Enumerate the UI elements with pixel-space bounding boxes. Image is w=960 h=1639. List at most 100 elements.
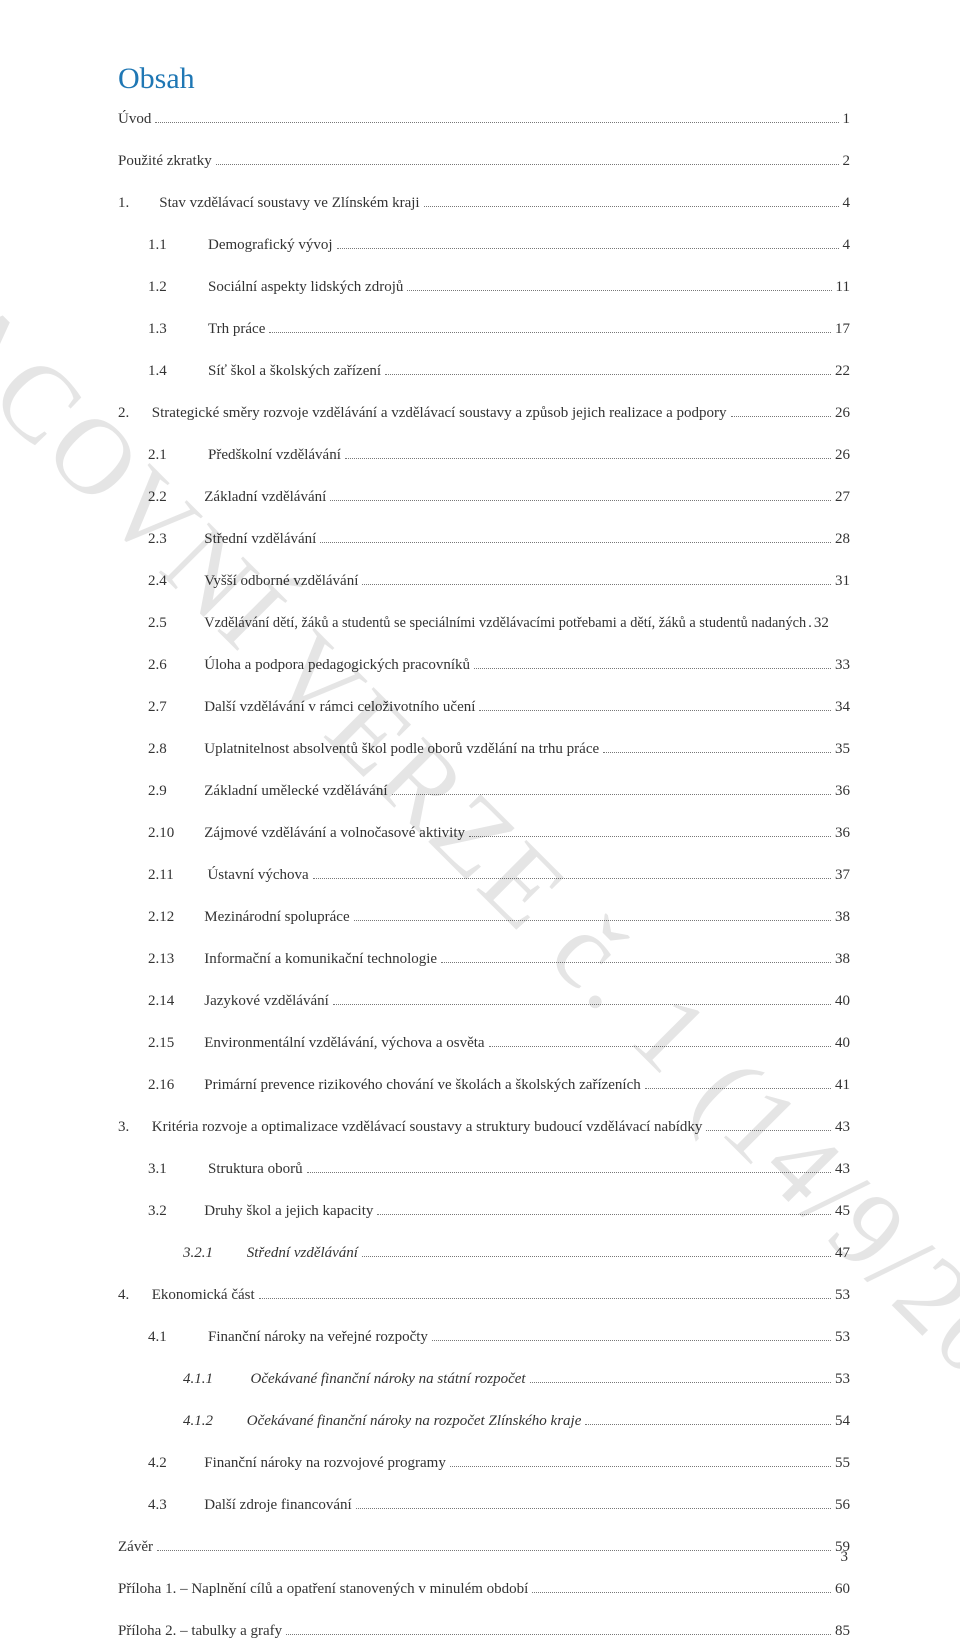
toc-entry[interactable]: 2.11 Ústavní výchova37 <box>148 868 850 883</box>
toc-label: Struktura oborů <box>208 1162 303 1177</box>
toc-label: Střední vzdělávání <box>204 532 316 547</box>
toc-entry[interactable]: 3.1 Struktura oborů43 <box>148 1162 850 1177</box>
toc-entry[interactable]: 1.2 Sociální aspekty lidských zdrojů11 <box>148 280 850 295</box>
toc-number: 2.6 <box>148 658 204 673</box>
toc-number: 2.4 <box>148 574 204 589</box>
toc-number: 2.8 <box>148 742 204 757</box>
toc-entry[interactable]: 2.16 Primární prevence rizikového chován… <box>148 1078 850 1093</box>
leader-dots <box>385 364 831 375</box>
toc-entry[interactable]: 4.2 Finanční nároky na rozvojové program… <box>148 1456 850 1471</box>
toc-number: 4. <box>118 1288 152 1303</box>
toc-label: Příloha 1. – Naplnění cílů a opatření st… <box>118 1582 528 1597</box>
toc-entry[interactable]: 3. Kritéria rozvoje a optimalizace vzděl… <box>118 1120 850 1135</box>
toc-entry[interactable]: Použité zkratky2 <box>118 154 850 169</box>
leader-dots <box>320 532 831 543</box>
toc-entry[interactable]: 2.9 Základní umělecké vzdělávání36 <box>148 784 850 799</box>
toc-label: Základní vzdělávání <box>204 490 326 505</box>
toc-page-number: 45 <box>835 1204 850 1219</box>
toc-label: Síť škol a školských zařízení <box>208 364 381 379</box>
toc-page-number: 38 <box>835 952 850 967</box>
leader-dots <box>706 1120 831 1131</box>
toc-label: Sociální aspekty lidských zdrojů <box>208 280 403 295</box>
toc-entry[interactable]: 2.8 Uplatnitelnost absolventů škol podle… <box>148 742 850 757</box>
toc-label: Finanční nároky na veřejné rozpočty <box>208 1330 428 1345</box>
leader-dots: . <box>808 616 812 631</box>
toc-entry[interactable]: 4.1.2 Očekávané finanční nároky na rozpo… <box>183 1414 850 1429</box>
toc-entry[interactable]: 2.1 Předškolní vzdělávání26 <box>148 448 850 463</box>
page-container: PRACOVNÍ VERZE č. 1 (14/9/2015) Obsah Úv… <box>0 0 960 1624</box>
toc-label: Informační a komunikační technologie <box>204 952 437 967</box>
toc-page-number: 43 <box>835 1120 850 1135</box>
leader-dots <box>259 1288 831 1299</box>
toc-label: Jazykové vzdělávání <box>204 994 329 1009</box>
toc-label: Střední vzdělávání <box>247 1246 358 1261</box>
toc-page-number: 33 <box>835 658 850 673</box>
toc-entry[interactable]: 2.6 Úloha a podpora pedagogických pracov… <box>148 658 850 673</box>
toc-number: 4.2 <box>148 1456 204 1471</box>
toc-entry[interactable]: 3.2 Druhy škol a jejich kapacity45 <box>148 1204 850 1219</box>
toc-entry[interactable]: 2.7 Další vzdělávání v rámci celoživotní… <box>148 700 850 715</box>
toc-entry[interactable]: Úvod1 <box>118 112 850 127</box>
toc-page-number: 22 <box>835 364 850 379</box>
toc-entry[interactable]: 2.3 Střední vzdělávání28 <box>148 532 850 547</box>
toc-entry[interactable]: 2.5 Vzdělávání dětí, žáků a studentů se … <box>148 616 850 631</box>
toc-page-number: 55 <box>835 1456 850 1471</box>
toc-entry[interactable]: Příloha 2. – tabulky a grafy85 <box>118 1624 850 1639</box>
toc-entry[interactable]: 1.3 Trh práce17 <box>148 322 850 337</box>
leader-dots <box>356 1498 831 1509</box>
leader-dots <box>362 574 831 585</box>
toc-entry[interactable]: 2.12 Mezinárodní spolupráce38 <box>148 910 850 925</box>
toc-entry[interactable]: 3.2.1 Střední vzdělávání47 <box>183 1246 850 1261</box>
toc-number: 2.10 <box>148 826 204 841</box>
toc-page-number: 40 <box>835 1036 850 1051</box>
toc-page-number: 36 <box>835 826 850 841</box>
leader-dots <box>337 238 839 249</box>
leader-dots <box>269 322 831 333</box>
toc-entry[interactable]: 4.3 Další zdroje financování56 <box>148 1498 850 1513</box>
toc-label: Stav vzdělávací soustavy ve Zlínském kra… <box>159 196 419 211</box>
toc-number: 4.1 <box>148 1330 208 1345</box>
toc-label: Demografický vývoj <box>208 238 333 253</box>
toc-entry[interactable]: 2.13 Informační a komunikační technologi… <box>148 952 850 967</box>
toc-entry[interactable]: 1.1 Demografický vývoj4 <box>148 238 850 253</box>
toc-label: Očekávané finanční nároky na státní rozp… <box>251 1372 526 1387</box>
toc-entry[interactable]: 4. Ekonomická část53 <box>118 1288 850 1303</box>
toc-page-number: 85 <box>835 1624 850 1639</box>
leader-dots <box>450 1456 831 1467</box>
toc-label: Environmentální vzdělávání, výchova a os… <box>204 1036 484 1051</box>
leader-dots <box>330 490 831 501</box>
toc-page-number: 4 <box>843 196 851 211</box>
toc-entry[interactable]: 2.2 Základní vzdělávání27 <box>148 490 850 505</box>
toc-entry[interactable]: 1. Stav vzdělávací soustavy ve Zlínském … <box>118 196 850 211</box>
toc-page-number: 38 <box>835 910 850 925</box>
toc-number: 2.12 <box>148 910 204 925</box>
toc-number: 4.1.1 <box>183 1372 251 1387</box>
toc-entry[interactable]: 4.1 Finanční nároky na veřejné rozpočty5… <box>148 1330 850 1345</box>
toc-label: Strategické směry rozvoje vzdělávání a v… <box>152 406 727 421</box>
toc-entry[interactable]: 2.14 Jazykové vzdělávání 40 <box>148 994 850 1009</box>
toc-entry[interactable]: 2. Strategické směry rozvoje vzdělávání … <box>118 406 850 421</box>
toc-page-number: 2 <box>843 154 851 169</box>
toc-number: 2.2 <box>148 490 204 505</box>
toc-label: Primární prevence rizikového chování ve … <box>204 1078 641 1093</box>
toc-number: 3.1 <box>148 1162 208 1177</box>
toc-page-number: 26 <box>835 448 850 463</box>
toc-number: 2.14 <box>148 994 204 1009</box>
toc-page-number: 36 <box>835 784 850 799</box>
toc-page-number: 41 <box>835 1078 850 1093</box>
toc-entry[interactable]: Příloha 1. – Naplnění cílů a opatření st… <box>118 1582 850 1597</box>
leader-dots <box>345 448 831 459</box>
toc-entry[interactable]: 1.4 Síť škol a školských zařízení22 <box>148 364 850 379</box>
toc-entry[interactable]: Závěr59 <box>118 1540 850 1555</box>
toc-entry[interactable]: 4.1.1 Očekávané finanční nároky na státn… <box>183 1372 850 1387</box>
toc-label: Očekávané finanční nároky na rozpočet Zl… <box>247 1414 582 1429</box>
toc-entry[interactable]: 2.10 Zájmové vzdělávání a volnočasové ak… <box>148 826 850 841</box>
toc-label: Další vzdělávání v rámci celoživotního u… <box>204 700 475 715</box>
toc-page-number: 40 <box>835 994 850 1009</box>
toc-entry[interactable]: 2.4 Vyšší odborné vzdělávání31 <box>148 574 850 589</box>
toc-page-number: 35 <box>835 742 850 757</box>
toc-label: Trh práce <box>208 322 265 337</box>
toc-entry[interactable]: 2.15 Environmentální vzdělávání, výchova… <box>148 1036 850 1051</box>
leader-dots <box>532 1582 831 1593</box>
toc-number: 2.5 <box>148 616 204 631</box>
